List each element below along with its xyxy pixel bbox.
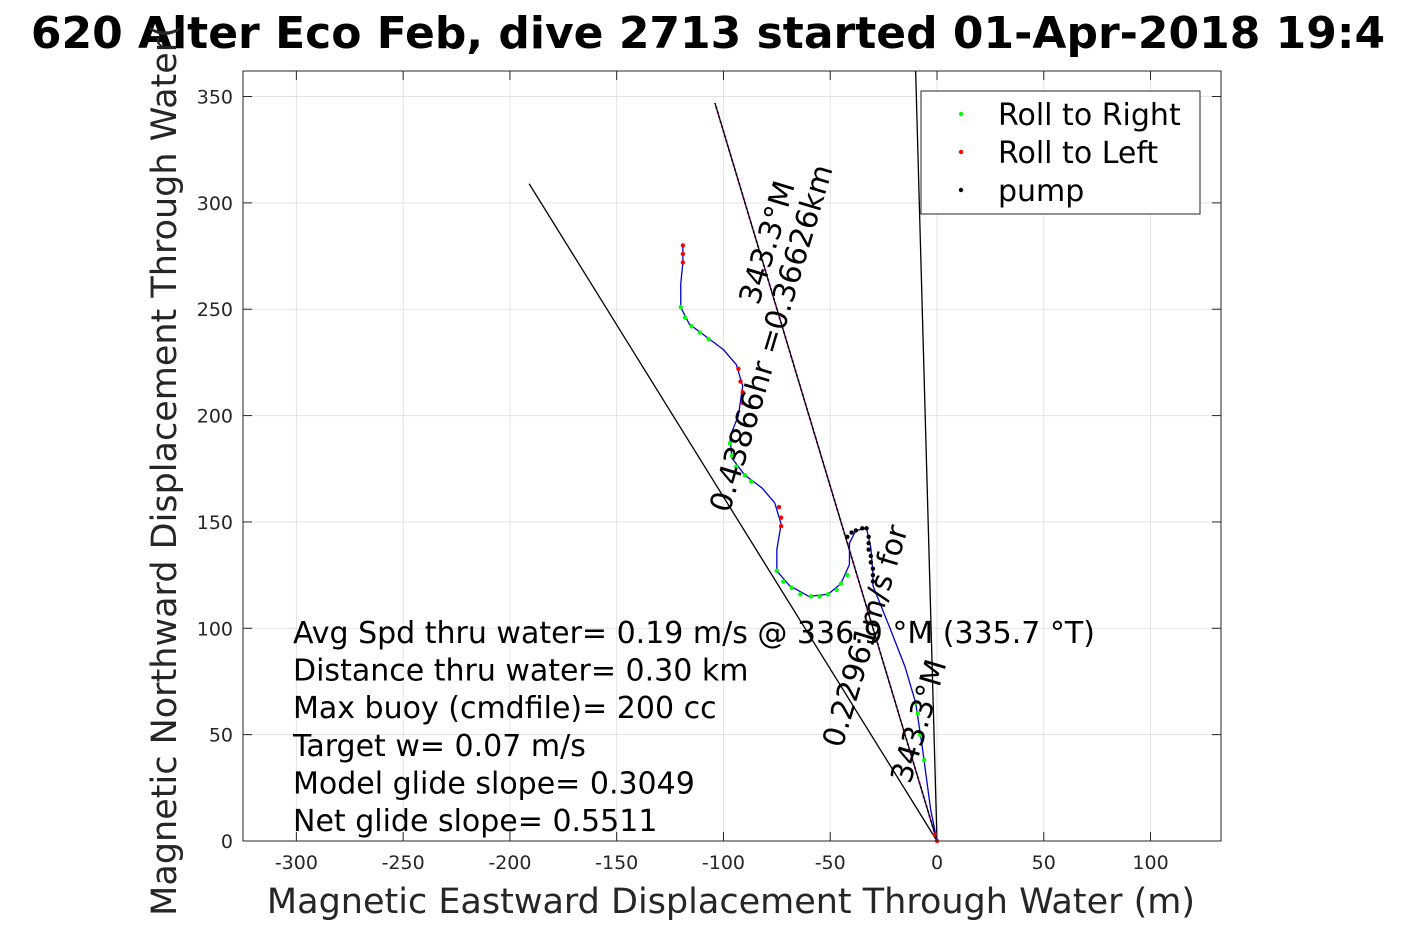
roll-to-right-point	[749, 479, 754, 484]
pump-point	[866, 541, 871, 546]
pump-point	[870, 572, 876, 578]
pump-point	[864, 526, 869, 531]
pump-point	[845, 534, 850, 540]
roll-to-right-point	[825, 592, 831, 597]
y-tick-label: 250	[197, 299, 233, 321]
pump-point	[853, 528, 859, 533]
roll-to-right-point	[834, 587, 839, 593]
roll-to-left-point	[680, 243, 686, 248]
x-tick-label: 100	[1132, 852, 1168, 874]
legend-marker-pump	[958, 187, 964, 193]
pump-point	[870, 579, 876, 584]
x-tick-label: 0	[931, 852, 943, 874]
y-tick-label: 200	[197, 406, 233, 428]
chart-title: 620 Alter Eco Feb, dive 2713 started 01-…	[31, 8, 1385, 59]
reference-line	[714, 102, 938, 842]
reference-line	[914, 70, 938, 842]
roll-to-left-point	[778, 523, 784, 529]
roll-to-right-point	[789, 585, 794, 591]
y-tick-label: 50	[209, 725, 233, 747]
pump-point	[860, 526, 865, 531]
roll-to-left-point	[680, 251, 686, 257]
roll-to-right-point	[845, 572, 850, 578]
x-tick-label: -100	[702, 852, 745, 874]
stats-line: Target w= 0.07 m/s	[292, 729, 586, 764]
roll-to-right-point	[678, 304, 683, 310]
x-tick-label: -200	[488, 852, 531, 874]
y-tick-label: 300	[197, 193, 233, 215]
legend-box	[920, 90, 1201, 215]
y-tick-label: 350	[197, 87, 233, 109]
roll-to-right-point	[915, 711, 920, 716]
roll-to-left-point	[778, 515, 784, 520]
pump-point	[870, 566, 876, 571]
roll-to-right-point	[774, 568, 780, 574]
y-tick-label: 0	[221, 831, 233, 853]
legend-label-roll-to-left: Roll to Left	[998, 136, 1158, 171]
stats-line: Model glide slope= 0.3049	[293, 766, 695, 801]
roll-to-left-point	[776, 504, 782, 510]
roll-to-right-point	[697, 330, 703, 335]
roll-to-right-point	[734, 464, 739, 469]
x-axis-label: Magnetic Eastward Displacement Through W…	[267, 882, 1195, 922]
track-line	[680, 245, 938, 842]
roll-to-right-point	[817, 594, 822, 599]
roll-to-left-point	[736, 366, 741, 371]
legend-marker-roll-to-left	[958, 149, 964, 155]
stats-line: Avg Spd thru water= 0.19 m/s @ 336.9 °M …	[293, 616, 1095, 651]
roll-to-right-point	[689, 324, 694, 329]
y-tick-label: 100	[197, 618, 233, 640]
x-tick-label: -150	[595, 852, 638, 874]
roll-to-right-point	[781, 579, 786, 584]
reference-line	[528, 183, 938, 842]
plot-frame	[242, 70, 1222, 842]
x-tick-label: -300	[275, 852, 318, 874]
pump-point	[849, 530, 854, 535]
legend-label-pump: pump	[998, 174, 1084, 209]
roll-to-right-point	[838, 581, 844, 586]
axis-ticks: -300 -250 -200 -150 -100 -50 0 50 100 0 50 100 150 20…	[197, 71, 1221, 874]
pump-point	[868, 553, 873, 559]
roll-to-right-point	[727, 441, 733, 446]
y-tick-label: 150	[197, 512, 233, 534]
reference-lines	[528, 70, 938, 842]
roll-to-left-point	[680, 260, 686, 265]
roll-to-left-point	[932, 832, 938, 837]
roll-to-right-point	[798, 592, 803, 597]
roll-to-right-point	[808, 594, 814, 599]
roll-to-right-point	[913, 700, 918, 705]
roll-to-right-point	[917, 732, 923, 737]
y-axis-label: Magnetic Northward Displacement Through …	[145, 24, 185, 916]
roll-to-right-point	[921, 757, 927, 763]
roll-to-right-point	[682, 315, 688, 320]
legend-marker-roll-to-right	[958, 111, 964, 117]
stats-line: Net glide slope= 0.5511	[293, 804, 657, 839]
stats-line: Distance thru water= 0.30 km	[293, 654, 748, 689]
x-tick-label: 50	[1032, 852, 1056, 874]
points-layer	[678, 243, 940, 844]
pump-point	[866, 547, 871, 552]
stats-line: Max buoy (cmdfile)= 200 cc	[293, 691, 717, 726]
roll-to-right-point	[729, 453, 735, 459]
legend-label-roll-to-right: Roll to Right	[998, 98, 1181, 133]
roll-to-left-point	[740, 389, 745, 395]
roll-to-right-point	[706, 336, 711, 342]
roll-to-left-point	[738, 379, 743, 384]
x-tick-label: -250	[382, 852, 425, 874]
roll-to-left-point	[740, 400, 745, 406]
track-layer	[680, 245, 938, 842]
x-tick-label: -50	[815, 852, 846, 874]
roll-to-right-point	[742, 472, 748, 478]
pump-point	[866, 534, 871, 540]
pump-point	[868, 560, 873, 565]
stats-annotation: Avg Spd thru water= 0.19 m/s @ 336.9 °M …	[292, 616, 1095, 839]
